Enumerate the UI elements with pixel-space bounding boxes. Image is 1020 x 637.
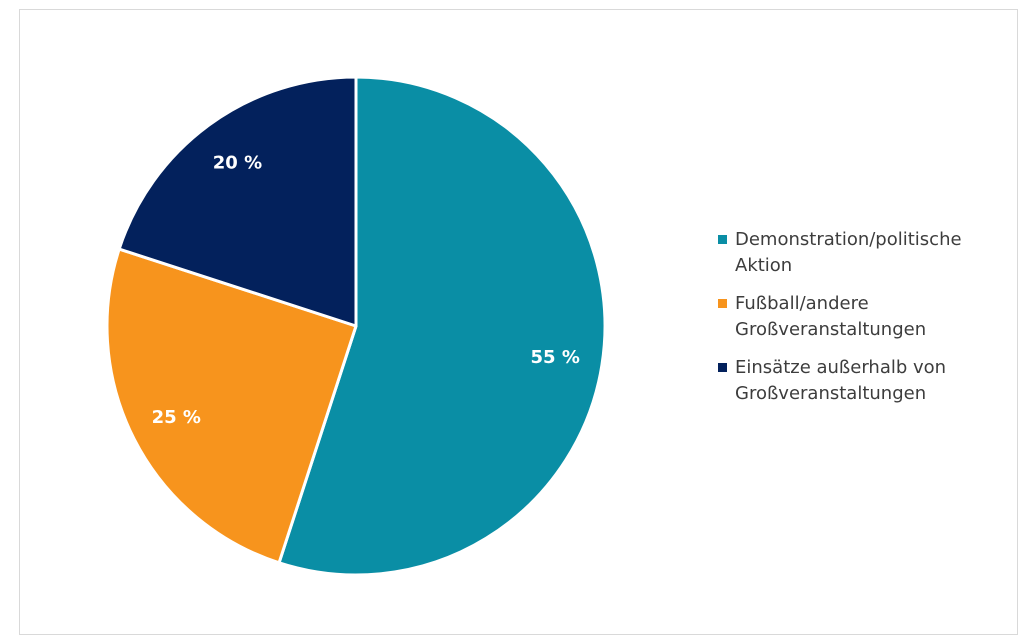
legend: Demonstration/politische Aktion Fußball/…: [718, 227, 1008, 419]
legend-item-einsaetze: Einsätze außerhalb von Großveranstaltung…: [718, 355, 1008, 407]
pie-slices: [105, 75, 607, 577]
legend-label-einsaetze: Einsätze außerhalb von Großveranstaltung…: [735, 357, 947, 404]
legend-label-fussball: Fußball/andere Großveranstaltungen: [735, 293, 927, 340]
pie-slice-fussball: [105, 247, 358, 565]
slice-label-demonstration: 55 %: [531, 347, 580, 368]
legend-swatch-demonstration: [718, 235, 727, 244]
pie-slice-demonstration: [277, 75, 607, 577]
legend-swatch-einsaetze: [718, 363, 727, 372]
legend-label-demonstration: Demonstration/politische Aktion: [735, 229, 962, 276]
legend-item-fussball: Fußball/andere Großveranstaltungen: [718, 291, 1008, 343]
slice-label-einsaetze: 20 %: [213, 152, 262, 173]
pie-labels: 55 % 25 % 20 %: [152, 152, 580, 428]
pie-slice-einsaetze: [117, 75, 358, 328]
slice-label-fussball: 25 %: [152, 407, 201, 428]
legend-item-demonstration: Demonstration/politische Aktion: [718, 227, 1008, 279]
legend-swatch-fussball: [718, 299, 727, 308]
